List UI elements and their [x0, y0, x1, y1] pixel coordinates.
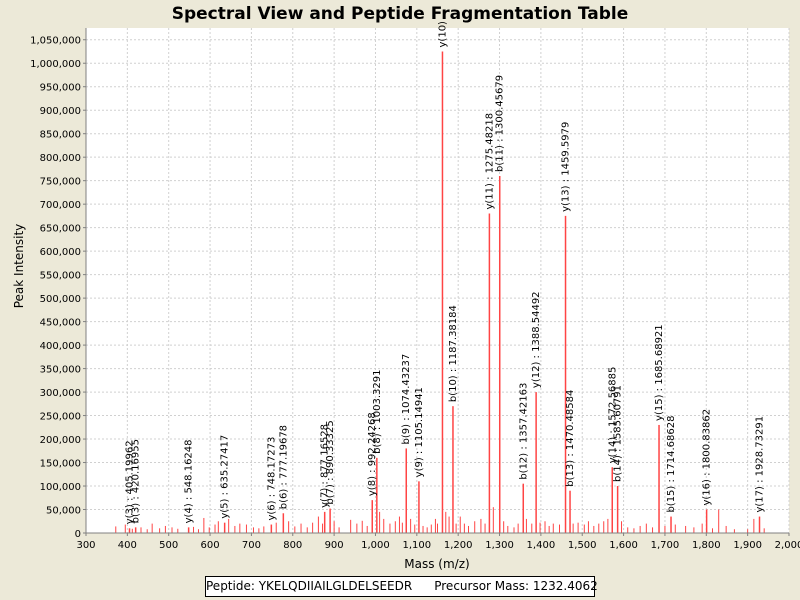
peak-label: y(4) : 548.16248: [184, 439, 195, 523]
x-tick-label: 1,700: [651, 540, 680, 551]
y-tick-label: 750,000: [40, 177, 81, 188]
peak-label: y(3) : 405.19962: [125, 440, 136, 524]
y-tick-label: 550,000: [40, 271, 81, 282]
peak-label: y(14) : 1572.56885: [607, 367, 618, 464]
peptide-info-box: Peptide: YKELQDIIAILGLDELSEEDR Precursor …: [205, 576, 598, 597]
peptide-label: Peptide: YKELQDIIAILGLDELSEEDR: [206, 579, 413, 593]
y-tick-label: 600,000: [40, 247, 81, 258]
peak-label: y(6) : 748.17273: [266, 437, 277, 521]
x-tick-label: 700: [242, 540, 261, 551]
x-axis-ticks: 300 400 500 600 700 800 900 1,000 1,100 1,200 1,30…: [76, 533, 800, 551]
x-tick-label: 1,300: [485, 540, 514, 551]
peak-label: b(6) : 777.19678: [278, 425, 289, 509]
peak-label: y(9) : 1105.14941: [414, 387, 425, 477]
y-tick-label: 100,000: [40, 482, 81, 493]
x-tick-label: 1,900: [733, 540, 762, 551]
x-tick-label: 900: [325, 540, 344, 551]
peak-label: b(8) : 1003.3291: [372, 370, 383, 454]
peak-label: y(16) : 1800.83862: [702, 409, 713, 506]
x-tick-label: 1,400: [527, 540, 556, 551]
x-tick-label: 1,200: [444, 540, 473, 551]
y-tick-label: 50,000: [46, 506, 81, 517]
x-tick-label: 1,800: [692, 540, 721, 551]
peak-label: b(12) : 1357.42163: [518, 383, 529, 480]
y-axis-label: Peak Intensity: [12, 224, 26, 309]
x-tick-label: 1,600: [609, 540, 638, 551]
x-tick-label: 1,000: [361, 540, 390, 551]
y-tick-label: 300,000: [40, 388, 81, 399]
x-tick-label: 1,500: [568, 540, 597, 551]
y-tick-label: 900,000: [40, 106, 81, 117]
precursor-mass-label: Precursor Mass: 1232.4062: [434, 579, 598, 593]
y-tick-label: 650,000: [40, 224, 81, 235]
x-tick-label: 400: [118, 540, 137, 551]
peak-label: b(11) : 1300.45679: [495, 75, 506, 172]
y-tick-label: 850,000: [40, 130, 81, 141]
peak-label: y(17) : 1928.73291: [755, 416, 766, 513]
x-tick-label: 1,100: [403, 540, 432, 551]
peak-label: b(14) : 1585.60791: [613, 385, 624, 482]
y-tick-label: 450,000: [40, 318, 81, 329]
x-tick-label: 500: [159, 540, 178, 551]
peak-label: y(13) : 1459.5979: [561, 122, 572, 212]
peak-label: y(15) : 1685.68921: [654, 324, 665, 421]
y-axis-ticks: 0 50,000 100,000 150,000 200,000 250,000 300,0…: [30, 36, 86, 540]
peak-label: b(10) : 1187.38184: [448, 305, 459, 402]
y-tick-label: 950,000: [40, 83, 81, 94]
peak-label: b(15) : 1714.68628: [666, 416, 677, 513]
y-tick-label: 250,000: [40, 412, 81, 423]
x-axis-label: Mass (m/z): [404, 557, 469, 571]
y-tick-label: 800,000: [40, 153, 81, 164]
peaks: [115, 51, 765, 533]
peak-label: y(5) : 635.27417: [220, 435, 231, 519]
peak-label: b(7) : 890.33325: [325, 420, 336, 504]
peak-label: b(3) : 420.16955: [131, 439, 142, 523]
axes: [85, 28, 789, 534]
chart-title: Spectral View and Peptide Fragmentation …: [172, 4, 629, 24]
peak-label: b(13) : 1470.48584: [565, 390, 576, 487]
x-tick-label: 600: [201, 540, 220, 551]
x-tick-label: 300: [76, 540, 95, 551]
x-tick-label: 800: [283, 540, 302, 551]
y-tick-label: 400,000: [40, 341, 81, 352]
y-tick-label: 500,000: [40, 294, 81, 305]
grid-lines: [85, 28, 790, 534]
y-tick-label: 700,000: [40, 200, 81, 211]
peak-label: y(8) : 992.24268: [367, 412, 378, 496]
peak-label: y(10): [437, 21, 448, 48]
peak-label: y(12) : 1388.54492: [531, 291, 542, 388]
x-tick-label: 2,000: [775, 540, 800, 551]
y-tick-label: 150,000: [40, 459, 81, 470]
plot-area: [86, 28, 789, 533]
y-tick-label: 1,050,000: [30, 36, 81, 47]
y-tick-label: 1,000,000: [30, 59, 81, 70]
y-tick-label: 200,000: [40, 435, 81, 446]
y-tick-label: 350,000: [40, 365, 81, 376]
peak-label: y(7) : 877.16528: [320, 424, 331, 508]
y-tick-label: 0: [75, 529, 81, 540]
peak-label: y(11) : 1275.48218: [484, 113, 495, 210]
peak-label: b(9) : 1074.43237: [401, 354, 412, 445]
